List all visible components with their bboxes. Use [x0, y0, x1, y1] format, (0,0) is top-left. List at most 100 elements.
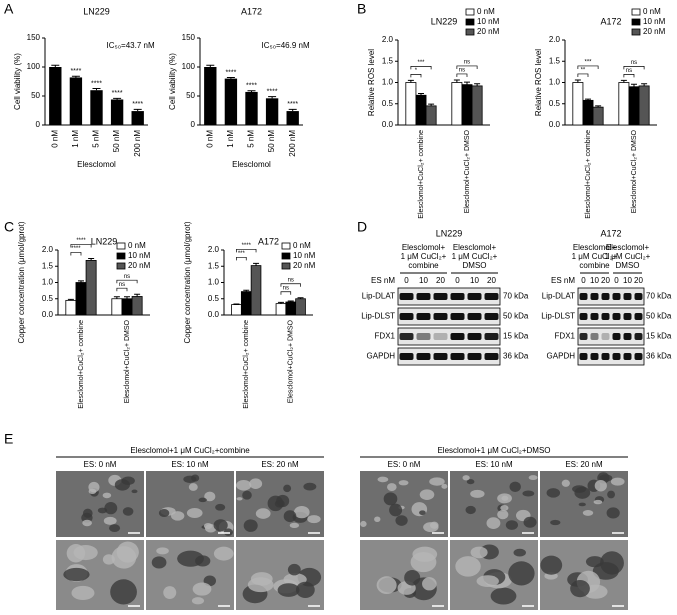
blot-band	[612, 313, 621, 320]
blot-band	[399, 353, 414, 360]
organelle	[236, 497, 243, 501]
row-label: Lip-DLAT	[362, 292, 395, 301]
y-tick-label: 0	[191, 120, 196, 129]
error-bar	[247, 90, 256, 92]
organelle	[582, 510, 594, 516]
significance: ns	[124, 274, 130, 280]
y-tick-label: 0.5	[42, 294, 54, 303]
blot-strip	[577, 287, 645, 306]
significance: ns	[626, 68, 632, 74]
organelle	[470, 489, 485, 498]
organelle	[578, 502, 586, 507]
x-tick-label: 5 nM	[247, 130, 256, 148]
blot-band	[433, 293, 448, 300]
bar	[275, 303, 287, 316]
organelle	[110, 579, 137, 605]
y-tick-label: 50	[31, 91, 40, 100]
legend-label: 10 nM	[477, 17, 500, 26]
significance-bracket	[410, 74, 422, 78]
organelle	[550, 519, 561, 526]
column-label: ES: 0 nM	[388, 460, 421, 469]
blot-band	[416, 333, 431, 340]
blot-strip	[397, 307, 501, 326]
organelle	[104, 501, 118, 515]
blot-band	[601, 293, 610, 300]
bar	[286, 111, 299, 125]
lane-label: 0	[614, 276, 619, 285]
significance: ****	[242, 243, 252, 249]
lane-label: 10	[623, 276, 632, 285]
panel-label: A	[4, 1, 14, 17]
x-axis-label: Elesclomol	[77, 160, 116, 169]
organelle	[243, 519, 258, 532]
organelle	[255, 508, 271, 519]
x-tick-label: 1 nM	[71, 130, 80, 148]
blot-band	[579, 293, 588, 300]
organelle	[158, 509, 170, 518]
lane-label: 20	[634, 276, 643, 285]
organelle	[377, 476, 389, 483]
error-bar	[92, 87, 101, 91]
row-label: GAPDH	[547, 352, 576, 361]
organelle	[465, 505, 476, 515]
bar	[250, 265, 262, 316]
significance: ****	[132, 101, 143, 108]
y-tick-label: 1.5	[42, 261, 54, 270]
x-tick-label: Elesclomol+CuCl₂+ DMSO	[631, 129, 638, 213]
organelle	[287, 563, 301, 576]
error-bar	[288, 108, 297, 112]
organelle	[540, 555, 563, 575]
column-label: ES: 10 nM	[475, 460, 513, 469]
blot-title: A172	[600, 228, 621, 238]
y-tick-label: 1.0	[549, 78, 561, 87]
bar	[471, 85, 483, 126]
bar	[638, 85, 650, 126]
blot-band	[579, 353, 588, 360]
organelle	[204, 491, 216, 502]
organelle	[236, 479, 252, 491]
blot-band	[450, 293, 465, 300]
blot-band	[590, 333, 599, 340]
blot-band	[399, 313, 414, 320]
bar	[572, 82, 584, 126]
legend-swatch	[631, 18, 641, 26]
error-bar	[453, 79, 460, 83]
blot-band	[590, 353, 599, 360]
blot-band	[484, 333, 499, 340]
size-label: 36 kDa	[646, 352, 672, 361]
blot-band	[433, 313, 448, 320]
organelle	[71, 585, 95, 601]
group-label: 1 μM CuCl₂+	[605, 252, 651, 261]
size-label: 70 kDa	[503, 292, 529, 301]
blot-band	[612, 353, 621, 360]
organelle	[599, 474, 613, 482]
organelle	[404, 569, 421, 586]
row-label: GAPDH	[367, 352, 396, 361]
legend-swatch	[281, 242, 291, 250]
blot-band	[601, 353, 610, 360]
y-tick-label: 2.0	[549, 35, 561, 44]
organelle	[88, 488, 97, 494]
bar	[285, 301, 297, 316]
blot-band	[623, 313, 632, 320]
organelle	[528, 475, 538, 481]
organelle	[293, 506, 310, 519]
y-tick-label: 100	[182, 62, 196, 71]
organelle	[131, 489, 138, 494]
organelle	[561, 479, 570, 487]
y-tick-label: 0.0	[208, 310, 220, 319]
organelle	[122, 507, 134, 516]
x-tick-label: 50 nM	[267, 130, 276, 153]
row-label: Lip-DLST	[361, 312, 395, 321]
bar	[85, 259, 97, 316]
error-bar	[253, 262, 260, 266]
significance-bracket	[116, 287, 128, 292]
lane-label: 0	[581, 276, 586, 285]
significance: ****	[70, 68, 81, 75]
size-label: 50 kDa	[646, 312, 672, 321]
bar	[405, 82, 417, 126]
organelle	[191, 597, 205, 605]
bar	[295, 298, 306, 316]
blot-band	[484, 293, 499, 300]
bar	[131, 296, 143, 316]
